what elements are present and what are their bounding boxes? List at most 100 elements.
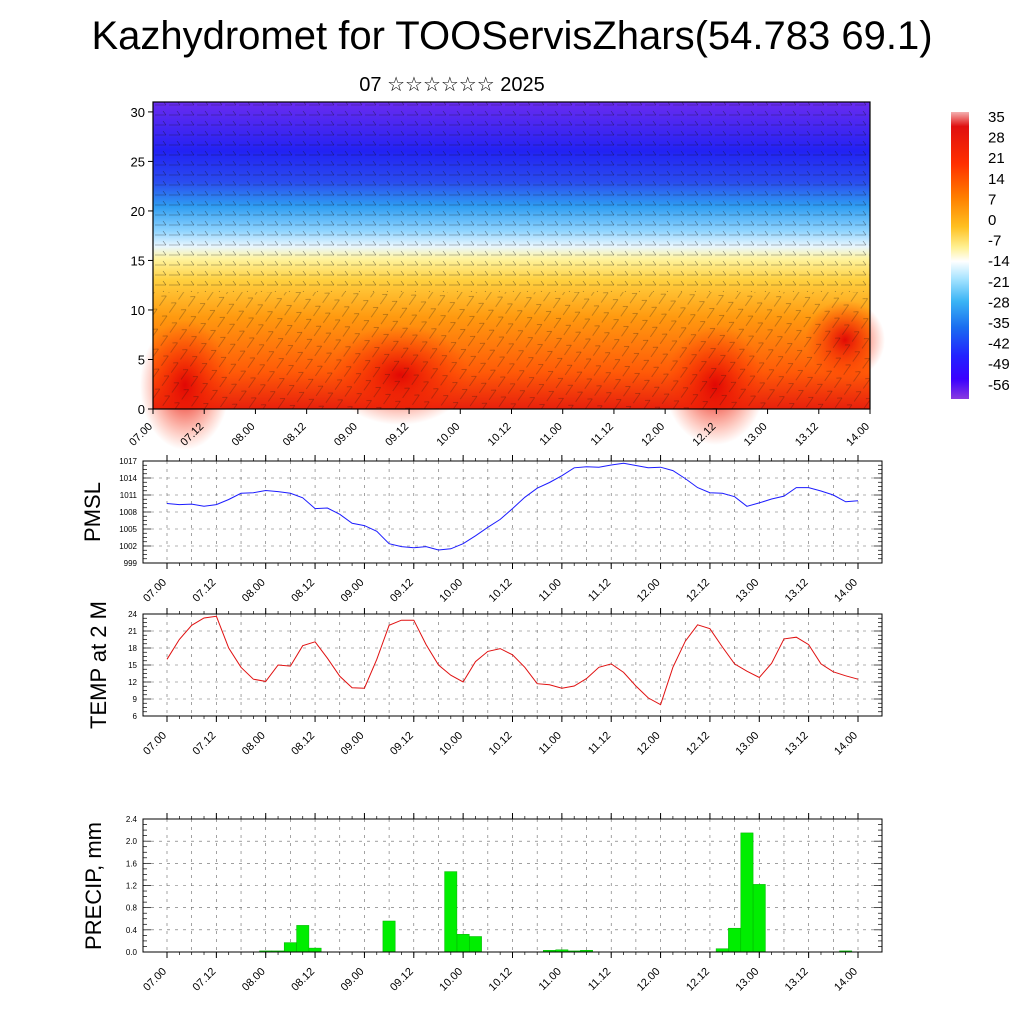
pmsl-line xyxy=(166,462,859,551)
precip-ytick-label: 1.6 xyxy=(126,859,138,868)
precip-ytick-label: 2.0 xyxy=(126,837,138,846)
temp-frame xyxy=(142,613,883,717)
temp-ytick-label: 12 xyxy=(128,678,137,687)
pmsl-ytick-label: 1005 xyxy=(119,525,137,534)
precip-ytick-label: 1.2 xyxy=(126,882,138,891)
precip-ytick-label: 0.8 xyxy=(126,904,138,913)
colorbar-label: 35 xyxy=(988,109,1005,126)
temp-xtick-label: 11.12 xyxy=(586,730,613,757)
temp-ylabel: TEMP at 2 M xyxy=(86,601,111,729)
temp-xtick-label: 10.00 xyxy=(437,730,465,758)
precip-bar xyxy=(740,832,754,953)
colorbar-label: 7 xyxy=(988,191,996,208)
colorbar-label: -56 xyxy=(988,377,1010,394)
pmsl-ytick-label: 999 xyxy=(124,559,138,568)
xs-xtick-label: 14.00 xyxy=(844,421,872,449)
pmsl-ytick-label: 1017 xyxy=(119,457,137,466)
pmsl-ytick-label: 1002 xyxy=(119,542,137,551)
temp-xtick-label: 07.00 xyxy=(141,730,169,758)
temp-ytick-label: 21 xyxy=(128,627,137,636)
pmsl-panel: 999 1002 1005 1008 1011 1014 1017 07.00 07.12 08.… xyxy=(80,455,883,605)
colorbar-label: -7 xyxy=(988,233,1001,250)
colorbar-label: -21 xyxy=(988,274,1010,291)
precip-bar xyxy=(469,936,482,953)
precip-xtick-label: 13.12 xyxy=(783,966,811,994)
precip-xtick-label: 08.00 xyxy=(240,966,268,994)
xs-ytick-label: 30 xyxy=(131,105,145,120)
temp-xtick-label: 12.12 xyxy=(684,730,712,758)
precip-xtick-label: 12.12 xyxy=(684,966,712,994)
pmsl-xtick-label: 13.00 xyxy=(733,577,761,605)
colorbar-label: -49 xyxy=(988,356,1010,373)
precip-xtick-label: 13.00 xyxy=(733,966,761,994)
colorbar-label: 21 xyxy=(988,150,1005,167)
precip-xtick-label: 10.00 xyxy=(437,966,465,994)
precip-xtick-label: 07.12 xyxy=(191,966,219,994)
colorbar: 35 28 21 14 7 0 -7 -14 -21 -28 -35 -42 -49 -56 xyxy=(951,109,1010,399)
colorbar-label: -35 xyxy=(988,315,1010,332)
wind-barbs-layer xyxy=(153,102,870,292)
temp-xtick-label: 12.00 xyxy=(635,730,663,758)
precip-frame xyxy=(142,818,883,953)
pmsl-xtick-label: 08.12 xyxy=(289,577,317,605)
colorbar-label: 14 xyxy=(988,171,1005,188)
xs-xtick-label: 09.00 xyxy=(332,421,360,449)
precip-xtick-label: 12.00 xyxy=(635,966,663,994)
xs-xtick-label: 09.12 xyxy=(383,421,411,449)
colorbar-ramp xyxy=(951,112,969,399)
precip-xtick-label: 08.12 xyxy=(289,966,317,994)
precip-bar xyxy=(728,927,741,953)
temp-ytick-label: 24 xyxy=(128,610,137,619)
xs-ytick-label: 20 xyxy=(131,204,145,219)
xs-ytick-label: 0 xyxy=(138,402,145,417)
precip-bar xyxy=(456,934,470,953)
xs-ytick-label: 5 xyxy=(138,352,145,367)
precip-ytick-label: 0.0 xyxy=(126,948,138,957)
pmsl-xtick-label: 11.12 xyxy=(586,577,613,604)
precip-bar xyxy=(283,942,297,953)
pmsl-ytick-label: 1008 xyxy=(119,508,137,517)
temp-xtick-label: 13.00 xyxy=(733,730,761,758)
pmsl-xtick-label: 13.12 xyxy=(783,577,811,605)
xs-xtick-label: 08.00 xyxy=(230,421,258,449)
colorbar-label: -28 xyxy=(988,294,1010,311)
precip-ylabel: PRECIP, mm xyxy=(81,822,106,950)
pmsl-xtick-label: 10.12 xyxy=(487,577,515,605)
pmsl-frame xyxy=(142,460,883,564)
precip-ytick-label: 2.4 xyxy=(126,815,138,824)
pmsl-ytick-label: 1014 xyxy=(119,474,137,483)
temp-ytick-label: 15 xyxy=(128,661,137,670)
temp-xtick-label: 09.12 xyxy=(388,730,416,758)
xs-ytick-label: 10 xyxy=(131,303,145,318)
chart-subtitle: 07 ☆☆☆☆☆☆ 2025 xyxy=(359,74,545,96)
precip-bar xyxy=(296,925,310,953)
xs-xtick-label: 11.12 xyxy=(589,421,616,448)
pmsl-xtick-label: 07.00 xyxy=(141,577,169,605)
colorbar-label: 28 xyxy=(988,130,1005,147)
pmsl-xtick-label: 09.12 xyxy=(388,577,416,605)
precip-bar xyxy=(444,871,458,953)
pmsl-xtick-label: 14.00 xyxy=(832,577,860,605)
pmsl-ylabel: PMSL xyxy=(80,482,105,542)
precip-xtick-label: 11.12 xyxy=(586,966,613,993)
temp-panel: 6 9 12 15 18 21 24 07.00 07.12 08.00 08.12 09.00 09.… xyxy=(86,601,883,758)
temp-xtick-label: 09.00 xyxy=(339,730,367,758)
pmsl-xtick-label: 11.00 xyxy=(537,577,564,604)
pmsl-xtick-label: 12.00 xyxy=(635,577,663,605)
xs-ytick-label: 25 xyxy=(131,154,145,169)
wind-barbs-layer xyxy=(153,292,870,409)
colorbar-label: 0 xyxy=(988,212,996,229)
page-title: Kazhydromet for TOOServisZhars(54.783 69… xyxy=(91,14,933,58)
temp-ytick-label: 18 xyxy=(128,644,137,653)
temp-ytick-label: 6 xyxy=(133,712,138,721)
xs-xtick-label: 11.00 xyxy=(537,421,564,448)
xs-xtick-label: 10.00 xyxy=(434,421,462,449)
pmsl-xtick-label: 12.12 xyxy=(684,577,712,605)
precip-bar xyxy=(382,920,396,953)
precip-ytick-label: 0.4 xyxy=(126,926,138,935)
pmsl-xtick-label: 09.00 xyxy=(339,577,367,605)
precip-xtick-label: 09.12 xyxy=(388,966,416,994)
precip-bar xyxy=(308,947,322,953)
precip-xtick-label: 11.00 xyxy=(537,966,564,993)
